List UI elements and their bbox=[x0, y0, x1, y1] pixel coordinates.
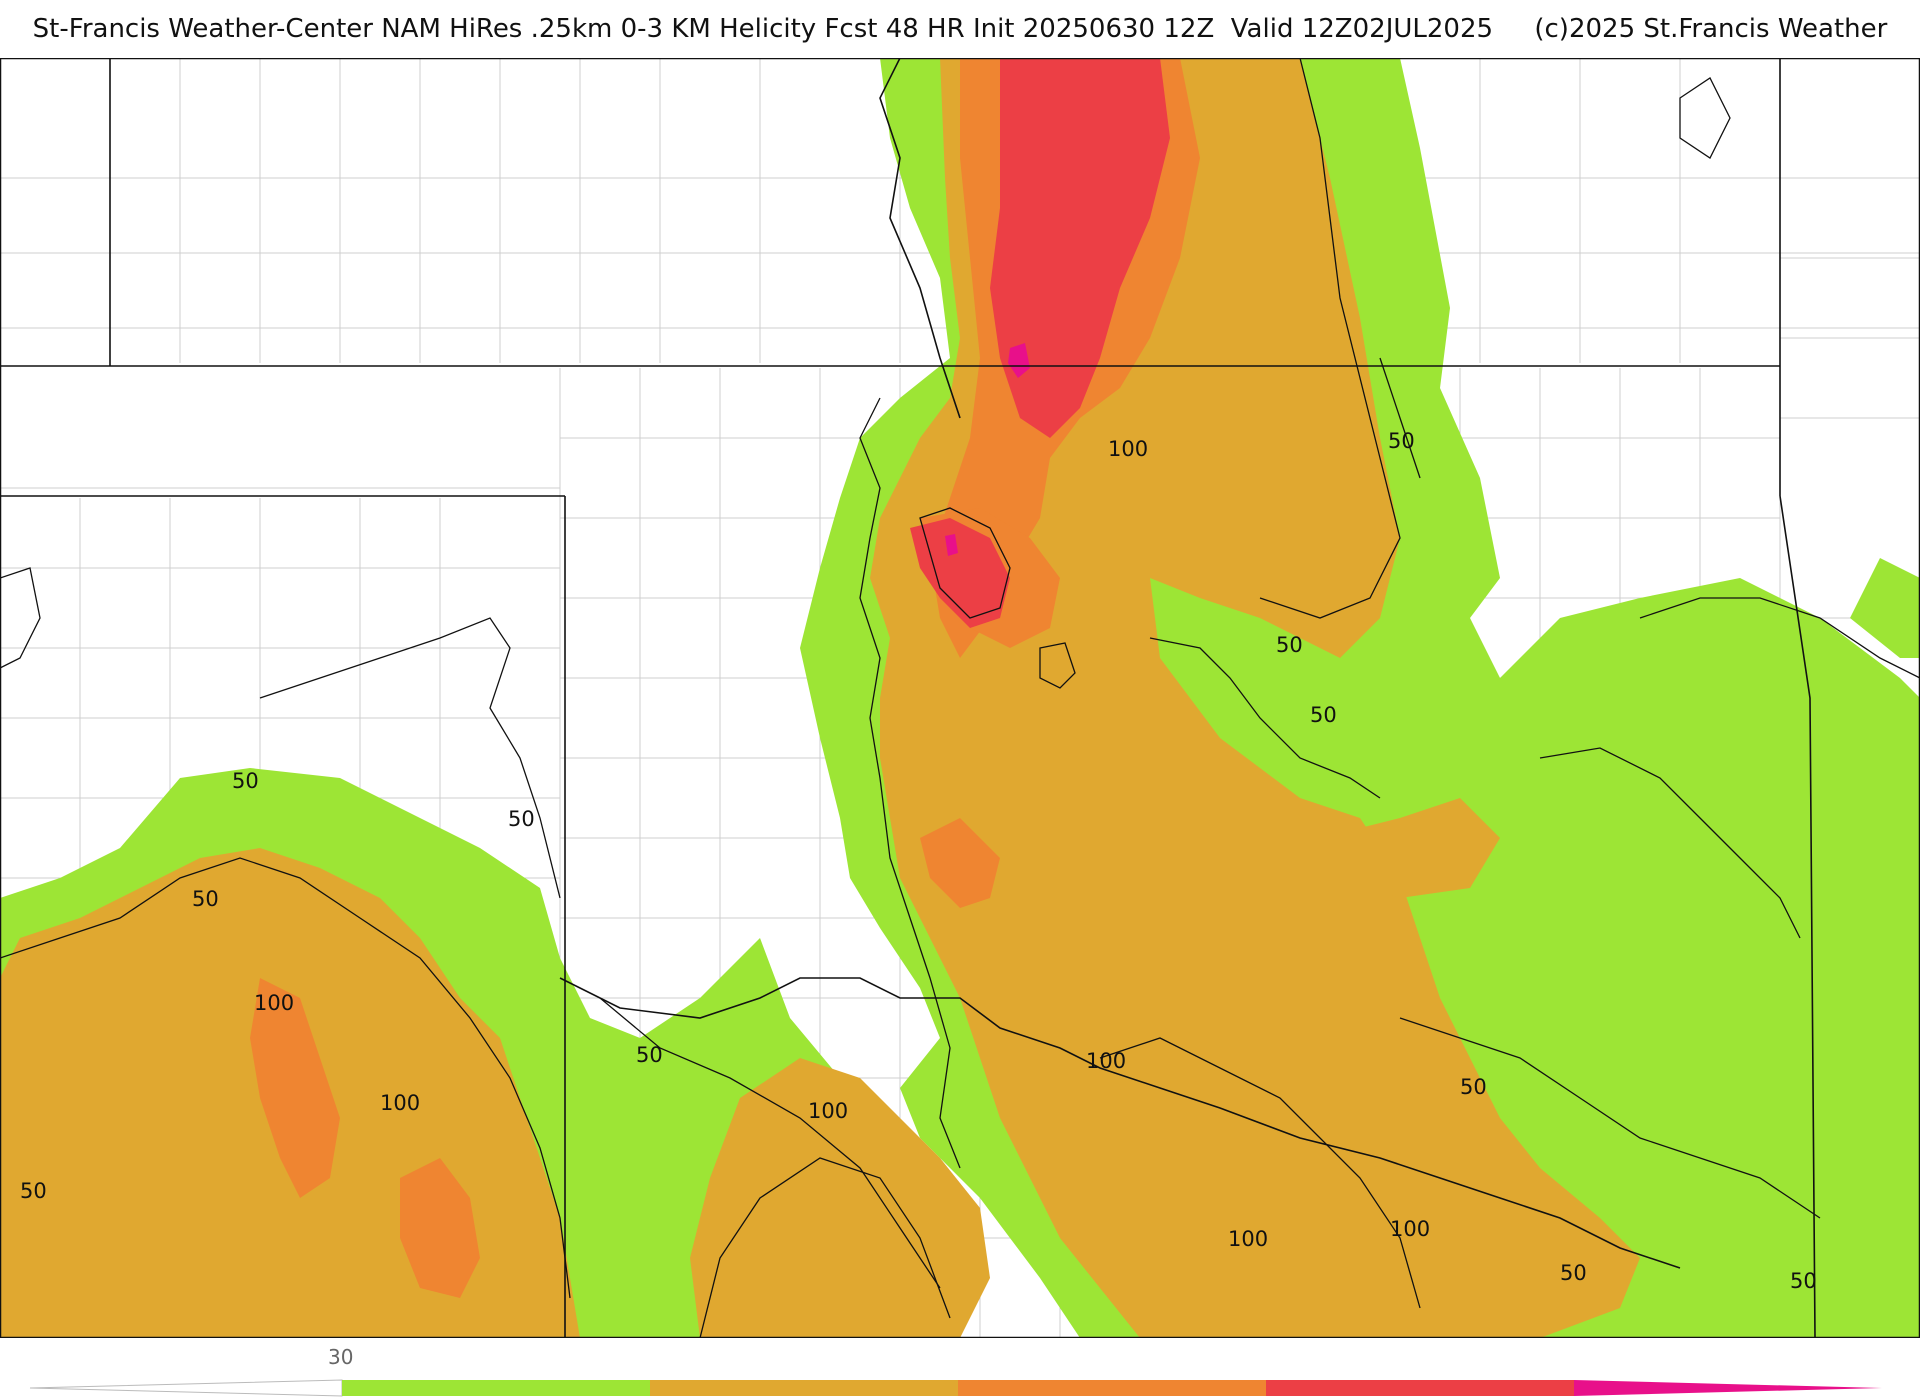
contour-label: 50 bbox=[192, 887, 219, 911]
colorbar: 30 bbox=[29, 1345, 1882, 1397]
contour-label: 100 bbox=[1108, 437, 1148, 461]
contour-label: 50 bbox=[508, 807, 535, 831]
contour-label: 50 bbox=[1560, 1261, 1587, 1285]
contour-label: 100 bbox=[380, 1091, 420, 1115]
contour-label: 50 bbox=[1388, 429, 1415, 453]
contour-label: 50 bbox=[1460, 1075, 1487, 1099]
colorbar-segment bbox=[1574, 1380, 1882, 1396]
contour-label: 100 bbox=[808, 1099, 848, 1123]
contour-label: 100 bbox=[254, 991, 294, 1015]
contour-label: 50 bbox=[20, 1179, 47, 1203]
colorbar-segments bbox=[342, 1380, 1882, 1396]
contour-label: 50 bbox=[232, 769, 259, 793]
contour-label: 50 bbox=[636, 1043, 663, 1067]
contour-label: 50 bbox=[1276, 633, 1303, 657]
contour-label: 50 bbox=[1790, 1269, 1817, 1293]
map-title: St-Francis Weather-Center NAM HiRes .25k… bbox=[32, 14, 1888, 44]
colorbar-low-extend bbox=[29, 1379, 343, 1397]
colorbar-tick-label: 30 bbox=[328, 1345, 353, 1369]
state-borders bbox=[0, 58, 1920, 1338]
colorbar-segment bbox=[650, 1380, 958, 1396]
contour-label: 100 bbox=[1390, 1217, 1430, 1241]
contour-label: 50 bbox=[1310, 703, 1337, 727]
contour-label: 100 bbox=[1228, 1227, 1268, 1251]
contour-labels: 100 50 50 50 50 50 100 100 50 100 50 100… bbox=[20, 429, 1817, 1293]
band-250 bbox=[945, 343, 1030, 556]
helicity-map: 100 50 50 50 50 50 100 100 50 100 50 100… bbox=[0, 58, 1920, 1338]
colorbar-segment bbox=[1266, 1380, 1574, 1396]
colorbar-segment bbox=[342, 1380, 650, 1396]
helicity-contours bbox=[0, 58, 1920, 1338]
contour-label: 100 bbox=[1086, 1049, 1126, 1073]
band-200 bbox=[910, 58, 1170, 628]
colorbar-segment bbox=[958, 1380, 1266, 1396]
